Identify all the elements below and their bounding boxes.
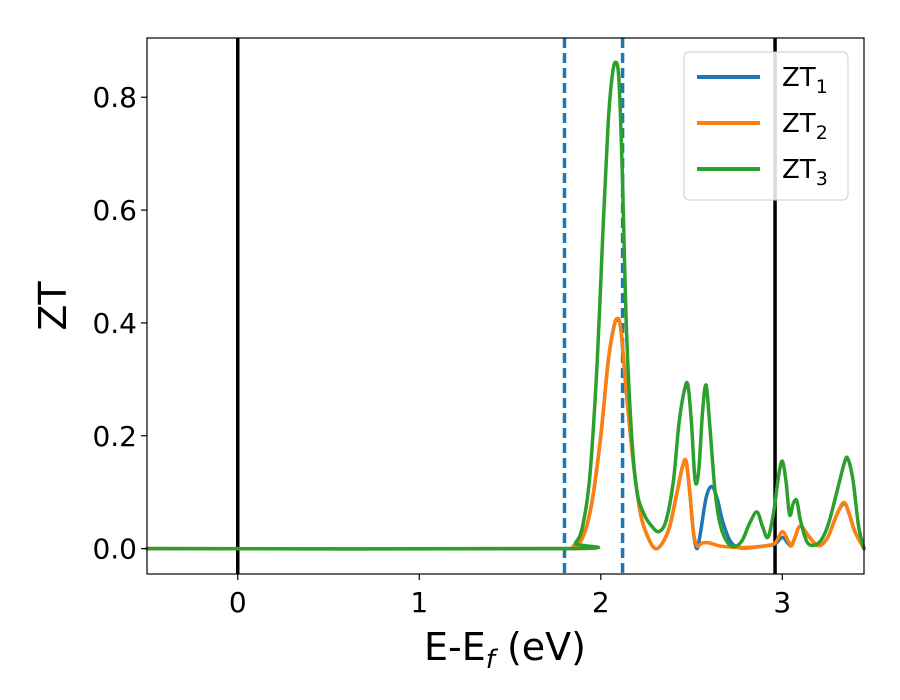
y-axis-ticks: 0.0 0.2 0.4 0.6 0.8 (92, 81, 147, 566)
legend-label-2: ZT2 (782, 109, 828, 144)
series-line-3 (145, 60, 866, 551)
series-line-2 (145, 316, 866, 551)
series-lines (145, 60, 866, 551)
y-tick-label: 0.4 (92, 307, 137, 340)
x-tick-label: 3 (773, 586, 791, 619)
y-tick-label: 0.2 (92, 420, 137, 453)
y-axis-title: ZT (31, 281, 75, 331)
plot-frame (146, 37, 865, 575)
legend-box (683, 51, 849, 201)
series-line-1 (145, 317, 866, 551)
x-axis-ticks: 0 1 2 3 (229, 574, 791, 619)
x-tick-label: 0 (229, 586, 247, 619)
legend-label-3: ZT3 (782, 155, 828, 190)
x-tick-label: 1 (410, 586, 428, 619)
y-tick-label: 0.8 (92, 81, 137, 114)
legend: ZT1 ZT2 ZT3 (683, 51, 849, 201)
legend-label-1: ZT1 (782, 63, 828, 98)
x-tick-label: 2 (592, 586, 610, 619)
x-axis-title: E-Ef (eV) (424, 625, 586, 675)
y-tick-label: 0.0 (92, 533, 137, 566)
y-tick-label: 0.6 (92, 194, 137, 227)
